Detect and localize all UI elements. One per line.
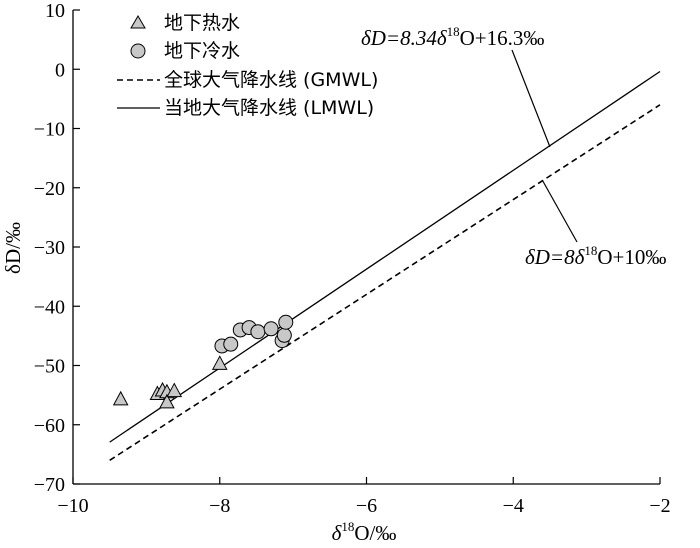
lmwl-annotation: δD=8.34δ18O+16.3‰: [361, 24, 551, 148]
x-tick-label: −8: [209, 495, 230, 517]
cold-water-point: [263, 321, 279, 337]
legend-label-gmwl: 全球大气降水线 (GMWL): [164, 69, 378, 91]
cold-water-point: [276, 327, 292, 343]
y-tick-label: −10: [34, 119, 65, 141]
y-tick-label: −40: [34, 296, 65, 318]
x-ticks: −10 −8 −6 −4 −2: [57, 477, 671, 517]
gmwl-annotation: δD=8δ18O+10‰: [525, 180, 666, 269]
legend-item-cold-water: 地下冷水: [130, 40, 240, 62]
cold-water-point: [250, 324, 266, 340]
hot-water-point: [112, 390, 129, 406]
lmwl-leader-line: [511, 49, 551, 148]
y-tick-label: −70: [34, 474, 65, 496]
gmwl-leader-line: [542, 180, 578, 243]
cold-water-point: [223, 336, 239, 352]
legend-item-lmwl: 当地大气降水线 (LMWL): [117, 97, 374, 119]
legend-item-gmwl: 全球大气降水线 (GMWL): [117, 69, 378, 91]
x-axis-title: δ18O/‰: [332, 519, 397, 545]
cold-water-points: [214, 314, 294, 354]
y-tick-label: 10: [45, 0, 65, 22]
hot-water-points: [112, 355, 228, 409]
x-tick-label: −10: [57, 495, 88, 517]
x-tick-label: −2: [649, 495, 670, 517]
cold-water-point: [278, 314, 294, 330]
legend-label-hot-water: 地下热水: [164, 12, 240, 34]
legend-circle-marker: [130, 43, 146, 59]
legend-label-cold-water: 地下冷水: [164, 40, 240, 62]
y-tick-label: −50: [34, 356, 65, 378]
hot-water-point: [159, 393, 175, 409]
lmwl-line: [109, 70, 661, 443]
y-tick-label: 0: [55, 59, 65, 81]
lmwl-equation: δD=8.34δ18O+16.3‰: [361, 24, 544, 50]
axes: 10 0 −10 −20 −30 −40 −50 −60 −70 −10 −8 −6 −4 −2: [34, 0, 671, 517]
y-ticks: 10 0 −10 −20 −30 −40 −50 −60 −70: [34, 0, 80, 496]
gmwl-line: [109, 104, 661, 461]
legend-label-lmwl: 当地大气降水线 (LMWL): [164, 97, 374, 119]
x-tick-label: −6: [356, 495, 377, 517]
y-tick-label: −20: [34, 178, 65, 200]
x-axis-title-sup: 18: [341, 519, 354, 534]
y-tick-label: −60: [34, 415, 65, 437]
x-axis-title-rest: O/‰: [354, 521, 396, 545]
legend-triangle-marker: [130, 15, 146, 29]
y-axis-title: δD/‰: [1, 222, 25, 274]
x-tick-label: −4: [503, 495, 524, 517]
hot-water-point: [166, 382, 183, 398]
gmwl-equation: δD=8δ18O+10‰: [525, 243, 666, 269]
x-axis-title-delta: δ: [332, 521, 343, 545]
hot-water-point: [211, 355, 228, 370]
legend-item-hot-water: 地下热水: [130, 12, 240, 34]
y-tick-label: −30: [34, 237, 65, 259]
legend: 地下热水 地下冷水 全球大气降水线 (GMWL) 当地大气降水线 (LMWL): [117, 12, 378, 119]
